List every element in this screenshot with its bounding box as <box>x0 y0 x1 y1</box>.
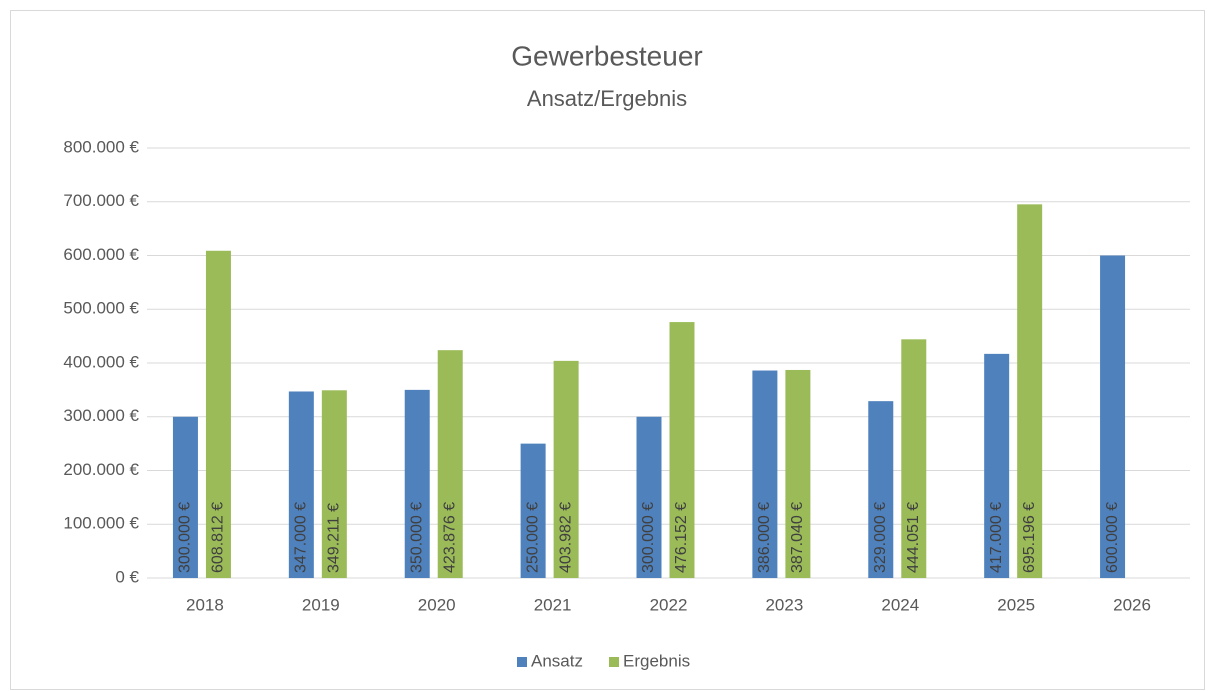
data-label: 329.000 € <box>872 502 889 573</box>
bar <box>321 390 347 578</box>
y-tick-label: 600.000 € <box>63 245 139 264</box>
legend-swatch <box>609 657 619 667</box>
bar <box>636 416 662 578</box>
bar <box>1017 204 1043 578</box>
y-tick-label: 400.000 € <box>63 352 139 371</box>
bar <box>901 339 927 578</box>
y-tick-label: 800.000 € <box>63 137 139 156</box>
x-tick-label: 2026 <box>1113 595 1151 614</box>
data-label: 250.000 € <box>524 502 541 573</box>
bar <box>437 350 463 578</box>
y-tick-label: 700.000 € <box>63 191 139 210</box>
data-label: 695.196 € <box>1021 502 1038 573</box>
x-tick-label: 2024 <box>881 595 919 614</box>
bar <box>669 322 695 578</box>
data-label: 417.000 € <box>988 502 1005 573</box>
x-tick-label: 2023 <box>765 595 803 614</box>
data-label: 444.051 € <box>905 502 922 573</box>
data-label: 349.211 € <box>326 503 343 573</box>
legend-swatch <box>517 657 527 667</box>
legend-label: Ergebnis <box>623 651 690 670</box>
data-label: 387.040 € <box>789 502 806 573</box>
bar <box>288 391 314 578</box>
x-tick-label: 2022 <box>650 595 688 614</box>
data-label: 300.000 € <box>177 502 194 573</box>
bar <box>752 370 778 578</box>
bar <box>785 369 811 578</box>
bar <box>404 389 430 578</box>
legend-label: Ansatz <box>531 651 583 670</box>
bar <box>984 353 1010 578</box>
x-tick-label: 2025 <box>997 595 1035 614</box>
bar <box>1100 255 1126 578</box>
chart-subtitle: Ansatz/Ergebnis <box>527 86 687 111</box>
y-tick-label: 0 € <box>115 567 139 586</box>
chart-title: Gewerbesteuer <box>511 40 702 71</box>
bar <box>868 401 894 578</box>
data-label: 608.812 € <box>210 502 227 573</box>
data-label: 350.000 € <box>408 502 425 573</box>
data-label: 347.000 € <box>293 502 310 573</box>
bar <box>205 250 231 578</box>
bar <box>172 416 198 578</box>
data-label: 403.982 € <box>557 502 574 573</box>
x-tick-label: 2020 <box>418 595 456 614</box>
y-tick-label: 200.000 € <box>63 460 139 479</box>
x-tick-label: 2019 <box>302 595 340 614</box>
y-tick-label: 100.000 € <box>63 514 139 533</box>
data-label: 386.000 € <box>756 502 773 573</box>
x-tick-label: 2021 <box>534 595 572 614</box>
bar <box>553 360 579 578</box>
y-tick-label: 500.000 € <box>63 299 139 318</box>
data-label: 476.152 € <box>673 502 690 573</box>
data-label: 423.876 € <box>441 502 458 573</box>
data-label: 600.000 € <box>1104 502 1121 573</box>
bar <box>520 443 546 578</box>
y-tick-label: 300.000 € <box>63 406 139 425</box>
x-tick-label: 2018 <box>186 595 224 614</box>
data-label: 300.000 € <box>640 502 657 573</box>
